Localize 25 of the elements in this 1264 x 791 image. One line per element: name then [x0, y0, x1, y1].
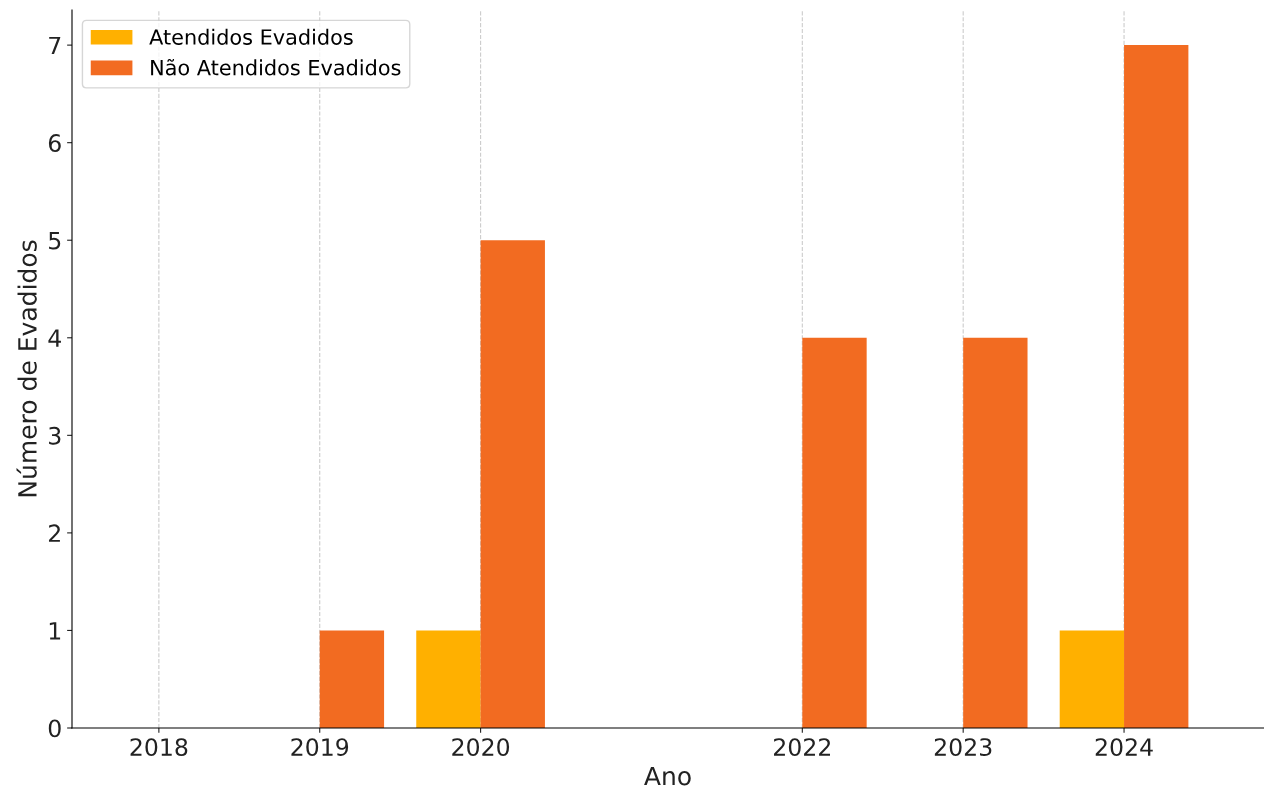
y-tick-label: 5 [49, 231, 61, 250]
y-tick-label: 1 [49, 622, 61, 640]
bar [1059, 630, 1125, 728]
x-tick-label: 2024 [1095, 738, 1153, 756]
legend-label: Atendidos Evadidos [149, 28, 353, 45]
y-axis-title: Número de Evadidos [16, 240, 37, 497]
y-tick-label: 0 [48, 719, 61, 738]
x-tick-label: 2019 [291, 738, 349, 756]
x-axis-title: Ano [644, 766, 691, 786]
y-tick-label: 4 [48, 329, 61, 347]
y-tick-label: 3 [49, 426, 61, 445]
x-tick-label: 2022 [774, 738, 830, 756]
bar [480, 240, 545, 728]
bar [319, 630, 385, 728]
bar [1124, 45, 1189, 728]
x-tick-label: 2023 [934, 738, 992, 756]
bar [802, 337, 867, 728]
y-tick-label: 7 [49, 36, 61, 55]
y-tick-label: 2 [48, 524, 60, 542]
bar [416, 630, 481, 728]
x-tick-label: 2020 [452, 738, 510, 756]
bar [963, 337, 1028, 728]
legend-label: Não Atendidos Evadidos [151, 58, 401, 76]
y-tick-label: 6 [48, 134, 61, 152]
x-tick-label: 2018 [130, 738, 188, 756]
